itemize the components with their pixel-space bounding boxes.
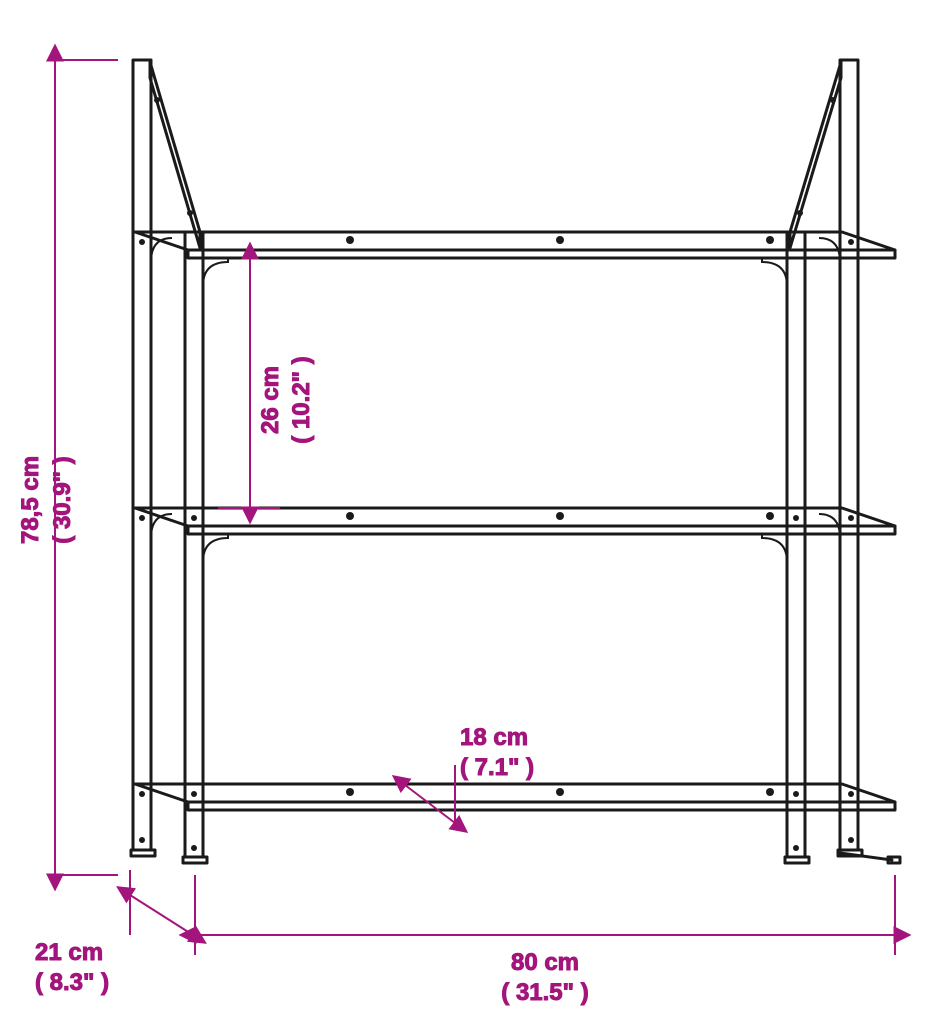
dim-width: 80 cm ( 31.5" ) (195, 875, 895, 1006)
dim-height-cm: 78,5 cm (17, 456, 44, 544)
dim-inner-depth-cm: 18 cm (460, 724, 528, 751)
dim-gap-in: ( 10.2" ) (288, 356, 315, 443)
dim-width-in: ( 31.5" ) (501, 979, 588, 1006)
dim-inner-depth-in: ( 7.1" ) (460, 754, 534, 781)
dim-width-cm: 80 cm (511, 949, 579, 976)
dim-height: 78,5 cm ( 30.9" ) (17, 60, 118, 875)
dim-depth: 21 cm ( 8.3" ) (35, 870, 193, 996)
dim-inner-depth: 18 cm ( 7.1" ) (405, 724, 534, 823)
dim-height-in: ( 30.9" ) (49, 456, 76, 543)
dim-shelf-gap: 26 cm ( 10.2" ) (218, 258, 315, 508)
dim-gap-cm: 26 cm (257, 366, 284, 434)
shelf-dimension-diagram: 78,5 cm ( 30.9" ) 26 cm ( 10.2" ) 18 cm … (0, 0, 952, 1013)
dim-depth-in: ( 8.3" ) (35, 969, 109, 996)
dim-depth-cm: 21 cm (35, 939, 103, 966)
